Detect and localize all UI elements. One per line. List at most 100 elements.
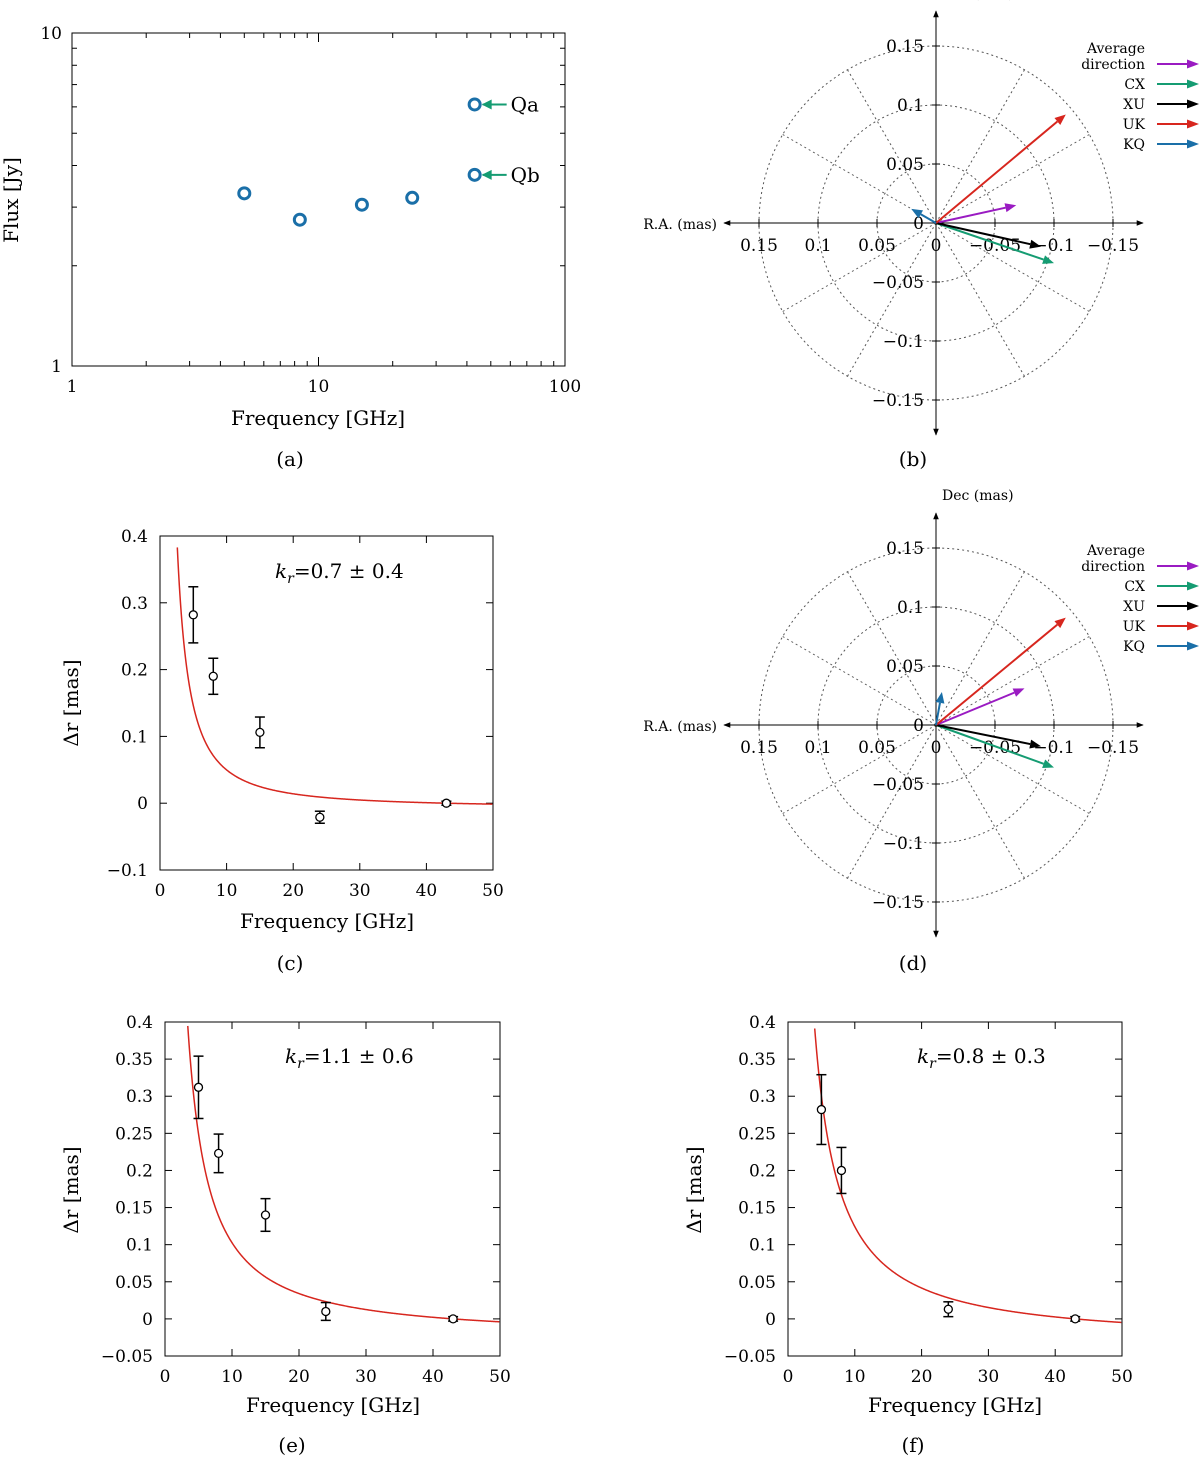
- y-tick-label: 0.15: [738, 1199, 776, 1219]
- y-tick-label: 0.2: [126, 1161, 153, 1181]
- x-tick-label: 0: [155, 881, 166, 901]
- panel-e: 0 10 20 30 40 50 −0.05 0 0.05 0.1 0.15 0.2 0.25 0.3 0.…: [59, 1013, 511, 1457]
- data-point: [315, 812, 325, 822]
- y-tick-label: 0.05: [738, 1273, 776, 1293]
- fit-curve: [813, 1028, 1122, 1324]
- y-tick-label: 0.3: [121, 594, 148, 614]
- x-tick-label: 1: [67, 377, 78, 397]
- y-tick-label: 0.15: [115, 1199, 153, 1219]
- vector-kq: [920, 213, 937, 224]
- dec-tick-label: −0.05: [872, 775, 924, 795]
- y-axis-label: Flux [Jy]: [0, 157, 23, 243]
- grid-spoke: [935, 134, 1090, 224]
- x-tick-label: 30: [978, 1367, 1000, 1387]
- dec-tick-label: 0.05: [886, 657, 924, 677]
- ra-tick-label: −0.1: [1033, 236, 1074, 256]
- x-tick-label: 0: [783, 1367, 794, 1387]
- axis-ticks: 0 10 20 30 40 50 −0.05 0 0.05 0.1 0.15 0.2 0.25 0.3 0.…: [724, 1013, 1133, 1387]
- axis-ticks: 0 10 20 30 40 50 −0.05 0 0.05 0.1 0.15 0.2 0.25 0.3 0.…: [101, 1013, 511, 1387]
- x-axis-label: Frequency [GHz]: [246, 1393, 420, 1417]
- polar-plot: 0.15 0.15 0.1 0.1 0.05 0.05 00 −0.05 −0.05 −0.1 −0…: [643, 0, 1199, 436]
- fit-curve: [187, 1025, 500, 1323]
- y-tick-label: 0.1: [126, 1236, 153, 1256]
- y-tick-label: 0.3: [749, 1087, 776, 1107]
- y-axis-label: Δr [mas]: [59, 659, 83, 746]
- data-point: [193, 1082, 204, 1092]
- legend-arrowhead: [1187, 621, 1199, 631]
- vector-kq: [935, 702, 941, 726]
- data-point: [836, 1165, 847, 1176]
- legend-label: CX: [1124, 579, 1145, 595]
- y-tick-label: −0.05: [101, 1347, 153, 1367]
- x-tick-label: 50: [489, 1367, 511, 1387]
- y-tick-label: 0.3: [126, 1087, 153, 1107]
- x-axis-label: Frequency [GHz]: [240, 909, 414, 933]
- data-marks: [176, 547, 493, 824]
- ra-tick-label: −0.15: [1087, 236, 1139, 256]
- vector-uk: [935, 120, 1059, 224]
- flux-point: [292, 212, 307, 227]
- vector-xu: [935, 724, 1031, 746]
- data-point: [1070, 1314, 1080, 1324]
- source-label: Qb: [511, 163, 540, 187]
- flux-point: [467, 167, 482, 182]
- ra-axis-label: R.A. (mas): [643, 217, 717, 233]
- dec-tick-label: 0.1: [897, 96, 924, 116]
- dec-tick-label: 0.1: [897, 598, 924, 618]
- dec-tick-label: 0.05: [886, 155, 924, 175]
- x-tick-label: 30: [349, 881, 371, 901]
- y-tick-label: 0.35: [738, 1050, 776, 1070]
- source-label: Qa: [511, 92, 539, 116]
- x-tick-label: 100: [549, 377, 581, 397]
- y-tick-label: −0.1: [107, 861, 148, 881]
- caption: (f): [901, 1433, 924, 1457]
- data-point: [448, 1314, 458, 1324]
- plot-frame: [164, 1021, 501, 1357]
- plot-frame: [787, 1021, 1123, 1357]
- fit-annotation: kr=0.8 ± 0.3: [917, 1044, 1046, 1072]
- legend-arrowhead: [1187, 601, 1199, 611]
- dec-tick-label: −0.1: [883, 834, 924, 854]
- vector-arrowhead: [1029, 739, 1042, 749]
- panel-b: 0.15 0.15 0.1 0.1 0.05 0.05 00 −0.05 −0.05 −0.1 −0…: [643, 0, 1199, 471]
- caption: (a): [276, 447, 304, 471]
- ra-tick-label: 0.15: [740, 236, 778, 256]
- flux-point: [405, 190, 420, 205]
- data-marks: [187, 1025, 500, 1324]
- caption: (e): [278, 1433, 305, 1457]
- vector-arrowhead: [1042, 759, 1054, 768]
- ra-axis-label: R.A. (mas): [643, 719, 717, 735]
- y-tick-label: 0.35: [115, 1050, 153, 1070]
- legend-label: CX: [1124, 77, 1145, 93]
- data-point: [321, 1306, 331, 1317]
- ra-tick-label: −0.1: [1033, 738, 1074, 758]
- dec-tick-label: −0.15: [872, 893, 924, 913]
- y-tick-label: 0: [765, 1310, 776, 1330]
- caption: (d): [899, 951, 927, 975]
- x-tick-label: 0: [160, 1367, 171, 1387]
- y-tick-label: 0.25: [738, 1124, 776, 1144]
- legend-label: direction: [1081, 57, 1145, 73]
- legend-arrowhead: [1187, 581, 1199, 591]
- y-axis-label: Δr [mas]: [59, 1146, 83, 1233]
- flux-point: [237, 186, 252, 201]
- legend-label: Average: [1086, 543, 1145, 559]
- grid-spoke: [935, 69, 1025, 224]
- y-tick-label: 0: [137, 794, 148, 814]
- ra-tick-label: 0.15: [740, 738, 778, 758]
- grid-spoke: [847, 69, 937, 224]
- y-tick-label: 1: [51, 357, 62, 377]
- data-point: [188, 610, 198, 620]
- dec-tick-label: −0.15: [872, 391, 924, 411]
- dec-tick-label: 0: [913, 214, 924, 234]
- legend-label: Average: [1086, 41, 1145, 57]
- y-tick-label: 10: [40, 24, 62, 44]
- vector-arrowhead: [1054, 617, 1066, 629]
- vector-uk: [935, 623, 1058, 726]
- x-tick-label: 20: [288, 1367, 310, 1387]
- vector-arrowhead: [1042, 255, 1054, 264]
- y-tick-label: 0.2: [121, 661, 148, 681]
- y-tick-label: −0.05: [724, 1347, 776, 1367]
- legend-arrowhead: [1187, 99, 1199, 109]
- data-point: [208, 671, 218, 681]
